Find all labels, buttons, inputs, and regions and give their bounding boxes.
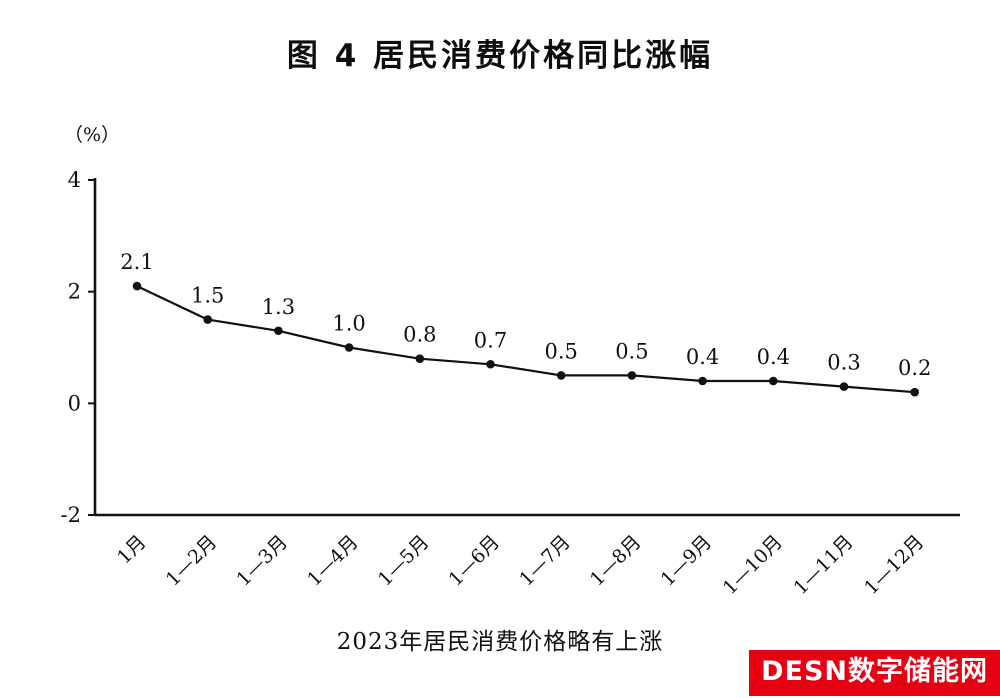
data-label: 0.7 [474, 328, 507, 352]
data-label: 1.5 [191, 284, 224, 308]
x-tick-label: 1—5月 [374, 531, 434, 591]
y-tick-label: 0 [68, 391, 81, 415]
x-tick-label: 1—6月 [445, 531, 505, 591]
x-tick-label: 1—11月 [789, 531, 857, 599]
y-tick-label: -2 [61, 503, 81, 527]
data-point [344, 343, 354, 352]
data-point [839, 382, 849, 391]
chart-caption: 2023年居民消费价格略有上涨 [336, 629, 664, 655]
data-point [769, 376, 778, 386]
data-point [132, 281, 142, 291]
x-tick-label: 1—9月 [657, 531, 717, 591]
data-label: 0.4 [686, 345, 719, 369]
data-point [910, 387, 919, 397]
x-tick-label: 1—7月 [515, 531, 575, 591]
y-axis-unit-label: （%） [64, 124, 121, 146]
data-label: 0.5 [615, 339, 648, 363]
data-label: 0.5 [544, 339, 577, 363]
chart-title: 图 4 居民消费价格同比涨幅 [286, 38, 714, 74]
data-label: 0.4 [757, 345, 790, 369]
data-label: 1.0 [332, 312, 365, 336]
data-point [203, 315, 212, 324]
y-tick-label: 4 [68, 168, 81, 192]
data-point [627, 371, 637, 380]
data-point [415, 354, 425, 363]
data-point [698, 376, 707, 386]
x-tick-label: 1—12月 [860, 531, 928, 599]
y-tick-label: 2 [68, 280, 81, 304]
data-point [486, 359, 495, 369]
x-tick-label: 1月 [113, 531, 151, 569]
data-label: 0.3 [827, 351, 860, 375]
data-label: 2.1 [120, 250, 153, 274]
trend-line [136, 285, 915, 394]
watermark-badge: DESN数字储能网 [749, 649, 1000, 696]
x-tick-label: 1—10月 [719, 531, 787, 599]
data-label: 1.3 [262, 295, 295, 319]
data-label: 0.8 [403, 323, 436, 347]
data-point [274, 326, 283, 336]
x-tick-label: 1—4月 [303, 531, 363, 591]
x-tick-label: 1—3月 [232, 531, 292, 591]
data-label: 0.2 [898, 356, 931, 380]
x-tick-label: 1—2月 [162, 531, 222, 591]
x-tick-label: 1—8月 [586, 531, 646, 591]
data-point [556, 371, 566, 380]
